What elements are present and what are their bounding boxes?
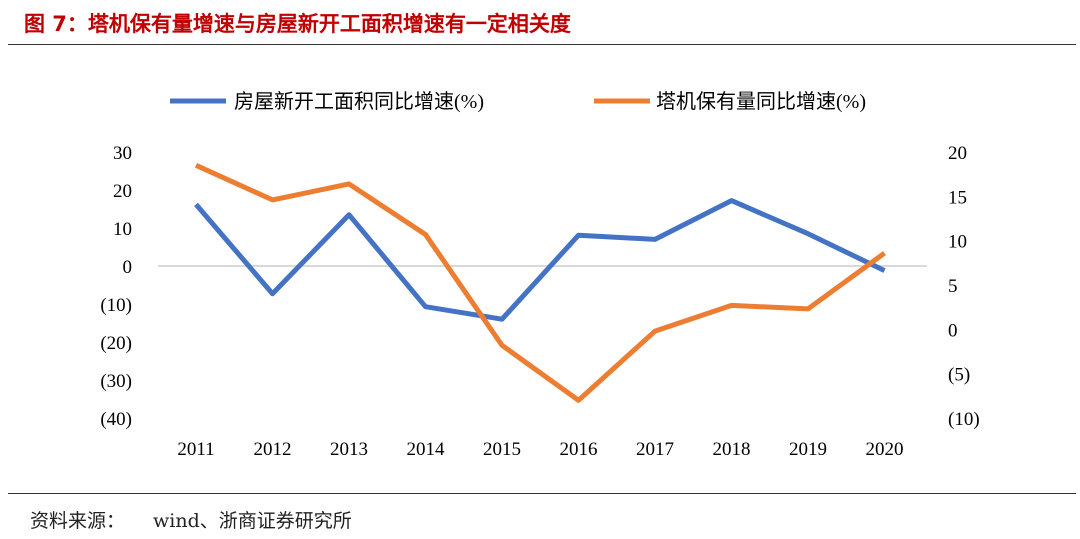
y-left-tick-label: 30 [113,143,132,164]
figure-title: 图 7：塔机保有量增速与房屋新开工面积增速有一定相关度 [24,12,571,36]
x-tick-label: 2020 [866,439,904,460]
x-tick-label: 2012 [254,439,292,460]
y-left-tick-label: 0 [123,257,133,278]
x-tick-label: 2015 [483,439,521,460]
source-text: wind、浙商证券研究所 [153,510,352,532]
x-tick-label: 2019 [789,439,827,460]
x-tick-label: 2013 [330,439,368,460]
y-right-tick-label: 10 [948,232,967,253]
y-right-tick-label: (5) [948,365,970,386]
y-left-tick-label: (10) [100,295,132,316]
chart: 3020100(10)(20)(30)(40)20151050(5)(10)20… [100,90,980,460]
source-label: 资料来源： [30,510,126,532]
x-tick-label: 2011 [177,439,214,460]
source-note: 资料来源： wind、浙商证券研究所 [30,506,352,533]
legend-label-2: 塔机保有量同比增速(%) [656,90,866,113]
series-line-1 [194,198,886,322]
bottom-divider [8,493,1076,494]
y-left-tick-label: 10 [113,219,132,240]
x-tick-label: 2017 [636,439,674,460]
y-right-tick-label: 5 [948,276,958,297]
x-tick-label: 2018 [713,439,751,460]
legend-label-1: 房屋新开工面积同比增速(%) [234,90,484,113]
y-right-tick-label: 20 [948,143,967,164]
y-right-tick-label: 15 [948,187,967,208]
y-right-tick-label: 0 [948,320,958,341]
top-divider [8,44,1076,45]
y-left-tick-label: 20 [113,181,132,202]
y-left-tick-label: (30) [100,371,132,392]
y-right-tick-label: (10) [948,409,980,430]
y-left-tick-label: (40) [100,409,132,430]
x-tick-label: 2014 [407,439,446,460]
series-line-2 [194,163,886,403]
x-tick-label: 2016 [560,439,598,460]
y-left-tick-label: (20) [100,333,132,354]
